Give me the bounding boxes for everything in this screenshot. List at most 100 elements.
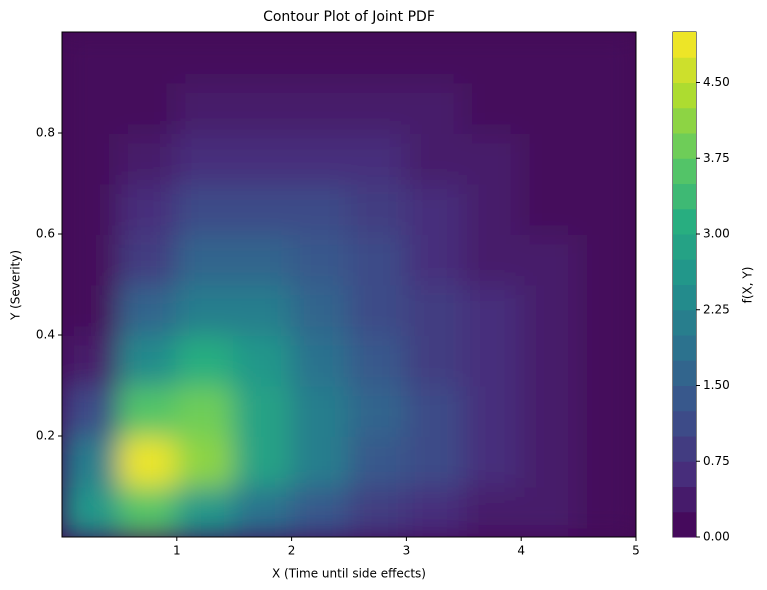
colorbar-tick-label: 4.50 bbox=[703, 75, 730, 89]
contour-cell bbox=[62, 182, 121, 235]
contour-cell bbox=[62, 132, 121, 185]
contour-cell bbox=[118, 132, 178, 185]
contour-cell bbox=[233, 435, 293, 488]
contour-cell bbox=[520, 132, 580, 185]
contour-cell bbox=[348, 182, 408, 235]
contour-cell bbox=[175, 384, 236, 437]
contour-cell bbox=[290, 283, 350, 336]
contour-cell bbox=[175, 485, 236, 537]
contour-cell bbox=[577, 435, 636, 488]
colorbar-band bbox=[673, 461, 696, 487]
x-axis-label: X (Time until side effects) bbox=[272, 567, 426, 581]
contour-cell bbox=[118, 334, 178, 387]
contour-cell bbox=[348, 132, 408, 185]
colorbar-band bbox=[673, 57, 696, 83]
contour-cell bbox=[577, 132, 636, 185]
contour-field bbox=[62, 32, 636, 537]
contour-cell bbox=[577, 182, 636, 235]
contour-cell bbox=[462, 283, 523, 336]
colorbar-band bbox=[673, 133, 696, 159]
contour-cell bbox=[62, 435, 121, 488]
colorbar-tick-label: 3.75 bbox=[703, 151, 730, 165]
contour-cell bbox=[348, 283, 408, 336]
contour-cell bbox=[405, 334, 465, 387]
contour-cell bbox=[175, 132, 236, 185]
contour-cell bbox=[62, 81, 121, 134]
contour-cell bbox=[233, 485, 293, 537]
contour-cell bbox=[118, 182, 178, 235]
contour-cell bbox=[520, 334, 580, 387]
contour-cell bbox=[348, 32, 408, 84]
y-tick-label: 0.2 bbox=[36, 429, 55, 443]
contour-cell bbox=[175, 334, 236, 387]
contour-cell bbox=[348, 485, 408, 537]
contour-cell bbox=[405, 81, 465, 134]
colorbar-band bbox=[673, 335, 696, 361]
contour-cell bbox=[462, 334, 523, 387]
contour-cell bbox=[520, 81, 580, 134]
contour-cell bbox=[175, 81, 236, 134]
contour-cell bbox=[348, 334, 408, 387]
x-tick-label: 1 bbox=[173, 544, 181, 558]
contour-cell bbox=[233, 334, 293, 387]
contour-cell bbox=[520, 182, 580, 235]
contour-cell bbox=[290, 485, 350, 537]
contour-cell bbox=[520, 233, 580, 286]
chart-title: Contour Plot of Joint PDF bbox=[263, 9, 435, 25]
contour-cell bbox=[462, 32, 523, 84]
contour-cell bbox=[290, 182, 350, 235]
contour-cell bbox=[348, 233, 408, 286]
colorbar-band bbox=[673, 309, 696, 336]
x-tick-label: 4 bbox=[517, 544, 525, 558]
contour-cell bbox=[462, 485, 523, 537]
contour-cell bbox=[462, 233, 523, 286]
colorbar-band bbox=[673, 511, 696, 538]
contour-cell bbox=[118, 283, 178, 336]
contour-cell bbox=[577, 485, 636, 537]
colorbar-tick-label: 1.50 bbox=[703, 378, 730, 392]
contour-cell bbox=[405, 132, 465, 185]
contour-cell bbox=[462, 384, 523, 437]
contour-cell bbox=[348, 81, 408, 134]
contour-cell bbox=[118, 485, 178, 537]
contour-cell bbox=[462, 182, 523, 235]
plot-frame bbox=[61, 31, 637, 538]
contour-cell bbox=[577, 334, 636, 387]
contour-cell bbox=[233, 81, 293, 134]
contour-cell bbox=[118, 435, 178, 488]
colorbar-band bbox=[673, 486, 696, 513]
colorbar-tick-label: 0.00 bbox=[703, 530, 730, 544]
contour-cell bbox=[405, 384, 465, 437]
contour-cell bbox=[577, 384, 636, 437]
contour-cell bbox=[405, 283, 465, 336]
colorbar-band bbox=[673, 360, 696, 386]
contour-cell bbox=[577, 81, 636, 134]
contour-cell bbox=[405, 233, 465, 286]
contour-cell bbox=[405, 435, 465, 488]
contour-cell bbox=[175, 233, 236, 286]
contour-cell bbox=[175, 283, 236, 336]
x-tick-label: 5 bbox=[632, 544, 640, 558]
contour-cell bbox=[405, 32, 465, 84]
contour-cell bbox=[290, 32, 350, 84]
contour-cell bbox=[577, 283, 636, 336]
colorbar-band bbox=[673, 259, 696, 285]
colorbar-band bbox=[673, 234, 696, 260]
contour-cell bbox=[348, 435, 408, 488]
contour-cell bbox=[290, 384, 350, 437]
contour-cell bbox=[233, 233, 293, 286]
contour-cell bbox=[233, 132, 293, 185]
contour-cell bbox=[290, 132, 350, 185]
contour-cell bbox=[520, 485, 580, 537]
colorbar-tick-label: 0.75 bbox=[703, 454, 730, 468]
contour-cell bbox=[62, 485, 121, 537]
contour-cell bbox=[405, 485, 465, 537]
contour-cell bbox=[290, 81, 350, 134]
contour-cell bbox=[233, 283, 293, 336]
contour-cell bbox=[348, 384, 408, 437]
contour-cell bbox=[62, 32, 121, 84]
colorbar-band bbox=[673, 158, 696, 184]
contour-cell bbox=[577, 233, 636, 286]
contour-cell bbox=[290, 334, 350, 387]
